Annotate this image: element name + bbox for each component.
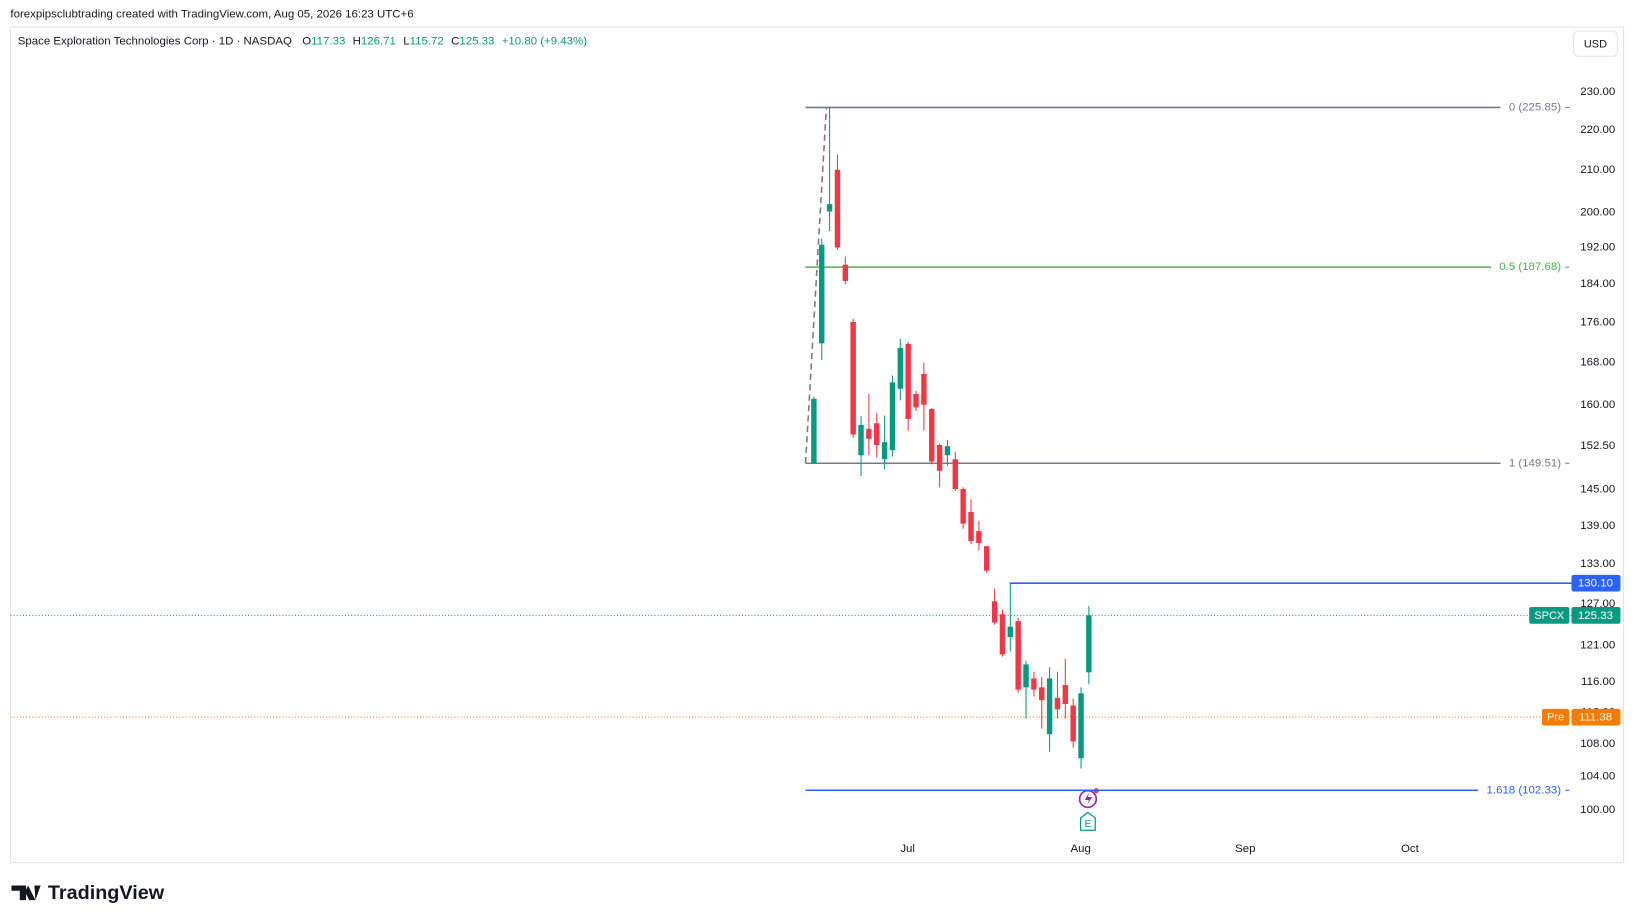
brand-mark <box>11 885 41 901</box>
y-tick-label: 127.00 <box>1580 598 1615 610</box>
ohlc-value: 125.33 <box>459 36 494 48</box>
currency-label: USD <box>1584 39 1607 51</box>
earnings-icon[interactable] <box>1080 811 1096 831</box>
y-tick-label: 145.00 <box>1580 484 1615 496</box>
x-tick-label: Jul <box>900 843 915 855</box>
price-badge <box>1571 708 1621 726</box>
candle-body <box>991 601 998 623</box>
candle-body <box>1015 621 1021 690</box>
fib-label: 1.618 (102.33) <box>1487 784 1562 796</box>
fib-label: 0 (225.85) <box>1509 101 1561 113</box>
price-badge-label: 125.33 <box>1578 610 1613 622</box>
fib-label: 0.5 (187.68) <box>1499 261 1561 273</box>
y-tick-label: 121.00 <box>1580 640 1615 652</box>
candle-body <box>976 531 982 544</box>
y-tick-label: 210.00 <box>1580 164 1615 176</box>
candle-body <box>897 347 904 389</box>
credit: forexpipsclubtrading created with Tradin… <box>10 9 413 21</box>
x-tick-label: Oct <box>1401 843 1420 855</box>
candle-body <box>1039 687 1045 701</box>
x-tick-label: Aug <box>1070 843 1090 855</box>
candle-body <box>881 442 888 460</box>
y-tick-label: 168.00 <box>1580 357 1615 369</box>
candle-body <box>960 489 966 524</box>
candle-body <box>944 446 951 456</box>
ohlc-value: 126.71 <box>361 36 396 48</box>
y-tick-label: 184.00 <box>1580 278 1615 290</box>
y-tick-label: 152.50 <box>1580 440 1615 452</box>
y-tick-label: 133.00 <box>1580 558 1615 570</box>
candle-body <box>936 445 943 471</box>
price-badge <box>1571 607 1621 624</box>
price-badge-label: 130.10 <box>1578 578 1613 590</box>
candle-body <box>1031 678 1037 690</box>
symbol-badge <box>1529 607 1570 624</box>
ohlc-prefix: C <box>451 36 459 48</box>
chart-frame <box>9 26 1625 864</box>
y-tick-label: 192.00 <box>1580 242 1615 254</box>
candle-body <box>968 511 974 542</box>
candle-body <box>842 264 849 281</box>
x-tick-label: Sep <box>1235 843 1255 855</box>
candle-body <box>826 204 833 212</box>
ohlc-value: 115.72 <box>410 36 444 48</box>
candle-body <box>811 398 817 464</box>
y-tick-label: 200.00 <box>1580 206 1615 218</box>
y-tick-label: 230.00 <box>1580 86 1615 98</box>
candle-body <box>1086 615 1092 673</box>
candle-body <box>952 459 959 490</box>
y-tick-label: 176.00 <box>1580 317 1615 329</box>
candle-body <box>1007 626 1014 638</box>
y-tick-label: 160.00 <box>1580 399 1615 411</box>
earnings-icons: E <box>1078 788 1099 831</box>
candle-body <box>889 382 896 451</box>
candle-body <box>874 423 880 446</box>
candle-body <box>1023 664 1029 688</box>
candle-body <box>1070 705 1076 742</box>
candle-body <box>1062 685 1069 704</box>
y-tick-label: 139.00 <box>1580 520 1615 532</box>
ohlc-value: 117.33 <box>311 36 345 48</box>
y-tick-label: 220.00 <box>1580 124 1615 136</box>
candle-body <box>921 374 927 405</box>
candle-body <box>834 169 841 248</box>
candle-body <box>929 409 935 462</box>
price-badge-label: 111.38 <box>1579 712 1612 724</box>
ohlc-prefix: O <box>302 36 311 48</box>
candle-body <box>858 424 864 456</box>
y-tick-label: 108.00 <box>1580 738 1615 750</box>
price-badge <box>1571 574 1621 592</box>
y-tick-label: 100.00 <box>1580 804 1615 816</box>
currency-button[interactable] <box>1573 30 1618 57</box>
chart-title: Space Exploration Technologies Corp · 1D… <box>18 36 292 48</box>
candle-body <box>913 394 919 408</box>
ohlc-prefix: H <box>353 36 361 48</box>
dividend-bolt <box>1084 792 1093 806</box>
symbol-badge-label: Pre <box>1547 712 1564 724</box>
y-tick-label: 116.00 <box>1581 676 1615 688</box>
candle-body <box>1046 678 1053 735</box>
symbol-badge-label: SPCX <box>1534 610 1564 622</box>
fib-trend-line <box>804 107 828 464</box>
candle-body <box>984 546 990 571</box>
ohlc-prefix: L <box>403 36 409 48</box>
candle-body <box>850 322 856 435</box>
candle-body <box>905 343 911 419</box>
candle-body <box>819 244 825 344</box>
ohlc-value: +10.80 (+9.43%) <box>502 36 588 48</box>
candle-body <box>999 614 1006 655</box>
candle-body <box>866 428 872 439</box>
candle-body <box>1078 693 1084 759</box>
brand-name: TradingView <box>48 882 165 904</box>
candle-body <box>1054 697 1061 710</box>
earnings-letter: E <box>1084 819 1091 830</box>
fib-label: 1 (149.51) <box>1509 457 1561 469</box>
y-tick-label: 104.00 <box>1580 770 1615 782</box>
symbol-badge <box>1541 708 1570 726</box>
brand-logo: TradingView <box>11 882 165 904</box>
